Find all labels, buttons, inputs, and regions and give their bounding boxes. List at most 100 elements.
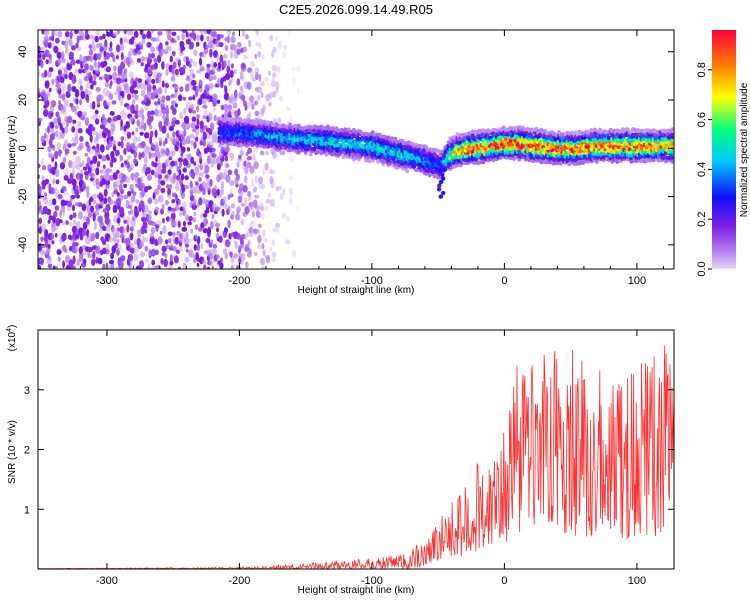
noise-cell: [156, 35, 161, 43]
noise-cell: [194, 224, 199, 231]
noise-cell: [253, 251, 258, 256]
x-tick-label: -300: [96, 575, 118, 587]
noise-cell: [200, 34, 204, 42]
noise-cell: [189, 41, 194, 49]
noise-cell: [119, 97, 124, 106]
noise-cell: [239, 149, 244, 157]
noise-cell: [213, 62, 218, 68]
noise-cell: [205, 182, 211, 191]
noise-cell: [108, 93, 114, 101]
y-tick-label: 20: [17, 94, 29, 106]
noise-cell: [184, 184, 190, 190]
noise-cell: [239, 70, 244, 80]
noise-cell: [95, 167, 100, 176]
noise-cell: [64, 73, 68, 80]
noise-cell: [93, 221, 97, 231]
noise-cell: [64, 67, 68, 75]
noise-cell: [64, 249, 68, 253]
noise-cell: [104, 243, 110, 249]
noise-cell: [167, 169, 172, 175]
noise-cell: [51, 132, 56, 138]
noise-cell: [223, 168, 228, 177]
noise-cell: [162, 113, 166, 120]
noise-cell: [253, 157, 257, 163]
noise-cell: [229, 78, 234, 83]
noise-cell: [48, 67, 54, 72]
noise-cell: [257, 210, 261, 219]
noise-cell: [189, 104, 195, 110]
ridge-cell: [370, 158, 375, 163]
noise-cell: [96, 53, 102, 60]
noise-cell: [101, 155, 107, 162]
noise-cell: [50, 100, 57, 108]
noise-cell: [173, 255, 179, 264]
noise-cell: [143, 122, 147, 131]
noise-cell: [111, 192, 115, 198]
noise-cell: [209, 178, 213, 187]
noise-cell: [50, 166, 57, 175]
noise-cell: [43, 109, 49, 117]
noise-cell: [130, 208, 134, 216]
noise-cell: [198, 197, 203, 206]
noise-cell: [258, 202, 264, 207]
noise-cell: [118, 183, 123, 192]
noise-cell: [246, 161, 252, 169]
noise-cell: [105, 248, 110, 255]
noise-cell: [92, 174, 97, 179]
noise-cell: [108, 46, 113, 52]
noise-cell: [282, 50, 286, 59]
noise-cell: [253, 161, 259, 169]
noise-cell: [191, 203, 197, 211]
noise-cell: [96, 160, 101, 168]
noise-cell: [85, 141, 89, 148]
noise-cell: [269, 246, 273, 252]
noise-cell: [98, 94, 104, 102]
noise-cell: [150, 52, 156, 59]
noise-cell: [230, 203, 235, 209]
ridge-cell: [341, 154, 346, 159]
noise-cell: [217, 61, 222, 70]
noise-cell: [110, 252, 114, 260]
noise-cell: [174, 68, 179, 76]
noise-cell: [195, 34, 201, 41]
colorbar-tick-label: 0.4: [696, 162, 708, 177]
noise-cell: [110, 150, 115, 160]
noise-cell: [139, 182, 145, 190]
noise-cell: [250, 229, 254, 238]
noise-cell: [262, 168, 265, 176]
noise-cell: [108, 237, 114, 243]
noise-cell: [182, 262, 187, 269]
noise-cell: [54, 205, 60, 211]
noise-cell: [174, 236, 180, 245]
noise-cell: [87, 212, 93, 218]
noise-cell: [161, 61, 165, 70]
noise-cell: [55, 226, 59, 231]
noise-cell: [206, 63, 211, 68]
noise-cell: [92, 113, 98, 120]
noise-cell: [223, 227, 228, 233]
noise-cell: [106, 101, 112, 107]
noise-cell: [188, 248, 193, 257]
noise-cell: [157, 156, 161, 166]
noise-cell: [42, 164, 47, 171]
noise-cell: [171, 150, 176, 156]
noise-cell: [120, 255, 126, 262]
noise-cell: [212, 93, 218, 102]
noise-cell: [141, 33, 147, 40]
noise-cell: [175, 136, 179, 143]
noise-cell: [161, 203, 165, 211]
noise-cell: [139, 82, 145, 90]
noise-cell: [246, 101, 251, 109]
noise-cell: [160, 258, 164, 265]
noise-cell: [202, 187, 206, 196]
noise-cell: [60, 51, 65, 60]
noise-cell: [63, 190, 69, 196]
noise-cell: [199, 163, 203, 171]
noise-cell: [249, 69, 254, 79]
noise-cell: [129, 85, 135, 94]
noise-cell: [125, 121, 130, 130]
ridge-cell: [438, 194, 443, 199]
noise-cell: [120, 52, 124, 61]
noise-cell: [240, 252, 246, 262]
noise-cell: [262, 229, 266, 238]
